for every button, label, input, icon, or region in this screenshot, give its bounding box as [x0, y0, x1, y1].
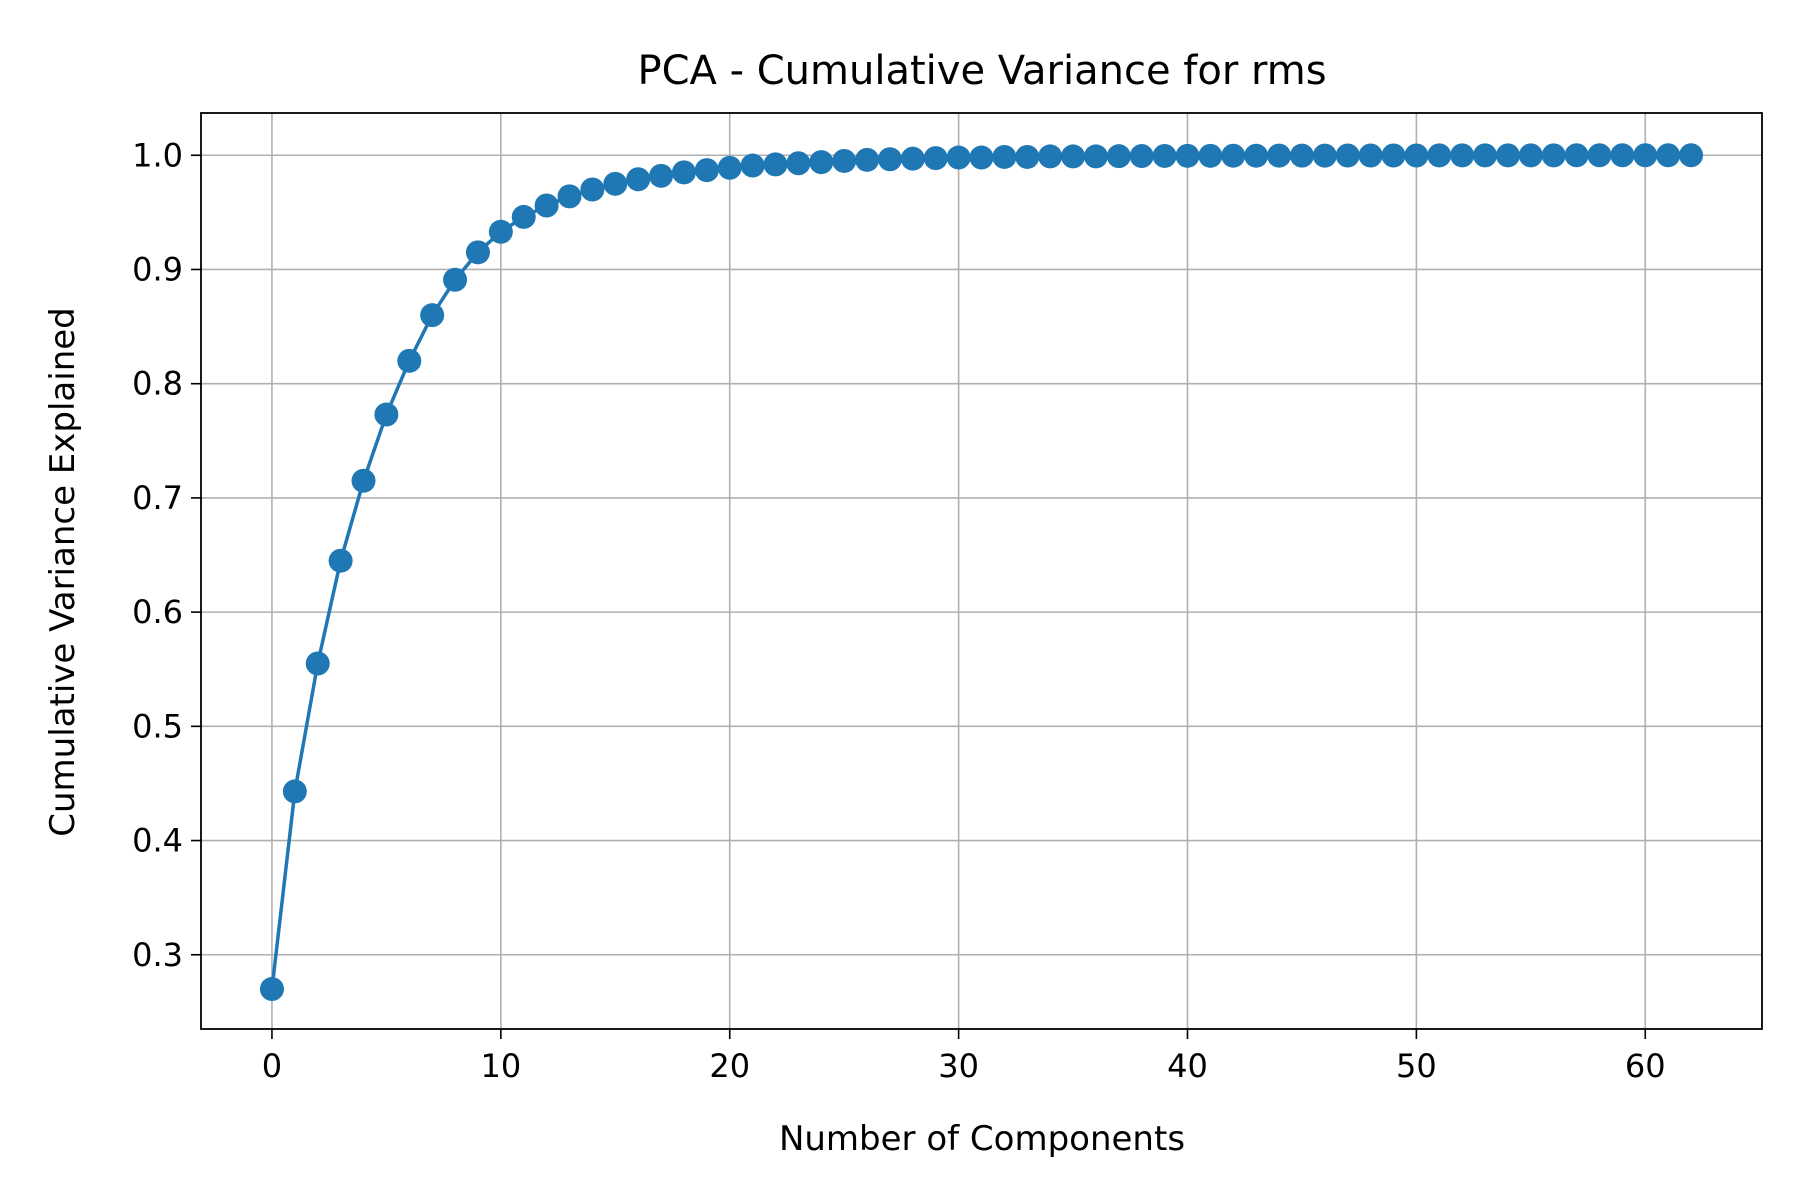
y-tick-label: 0.7 [132, 479, 183, 517]
data-point [832, 148, 857, 173]
data-point [1679, 143, 1704, 168]
data-point [649, 163, 674, 188]
x-tick-label: 60 [1625, 1047, 1666, 1085]
data-point [488, 219, 513, 244]
data-point [420, 303, 445, 328]
data-point [328, 548, 353, 573]
data-series [259, 143, 1704, 1002]
data-point [374, 402, 399, 427]
data-point [1152, 143, 1177, 168]
data-point [1404, 143, 1429, 168]
data-point [671, 160, 696, 185]
y-tick-label: 0.5 [132, 707, 183, 745]
x-tick-label: 20 [709, 1047, 750, 1085]
data-point [1633, 143, 1658, 168]
data-point [969, 145, 994, 170]
data-point [809, 150, 834, 175]
y-axis-label: Cumulative Variance Explained [43, 307, 83, 837]
x-tick-label: 50 [1396, 1047, 1437, 1085]
x-tick-label: 30 [938, 1047, 979, 1085]
data-point [1267, 143, 1292, 168]
data-point [1244, 143, 1269, 168]
data-point [1061, 144, 1086, 169]
data-point [465, 240, 490, 265]
plot-frame [200, 112, 1763, 1030]
data-point [1358, 143, 1383, 168]
grid-lines [201, 113, 1762, 1029]
data-point [1038, 144, 1063, 169]
data-point [1335, 143, 1360, 168]
data-point [1656, 143, 1681, 168]
y-axis-ticks: 0.3 0.4 0.5 0.6 0.7 0.8 0.9 1.0 [132, 136, 201, 974]
data-point [534, 193, 559, 218]
data-point [763, 152, 788, 177]
data-point [557, 184, 582, 209]
data-point [900, 146, 925, 171]
data-point [717, 155, 742, 180]
data-point [1587, 143, 1612, 168]
y-tick-label: 0.6 [132, 593, 183, 631]
y-tick-label: 1.0 [132, 136, 183, 174]
x-axis-label: Number of Components [779, 1119, 1185, 1159]
data-point [259, 977, 284, 1002]
data-point [1083, 144, 1108, 169]
data-point [1221, 143, 1246, 168]
data-point [855, 147, 880, 172]
data-point [1198, 143, 1223, 168]
data-point [1381, 143, 1406, 168]
data-point [282, 779, 307, 804]
y-tick-label: 0.8 [132, 365, 183, 403]
data-point [626, 167, 651, 192]
data-point [1175, 143, 1200, 168]
x-tick-label: 40 [1167, 1047, 1208, 1085]
x-axis-ticks: 0 10 20 30 40 50 60 [262, 1029, 1666, 1085]
data-point [351, 468, 376, 493]
data-point [580, 177, 605, 202]
data-point [1427, 143, 1452, 168]
data-point [1473, 143, 1498, 168]
data-point [740, 153, 765, 178]
chart-title: PCA - Cumulative Variance for rms [637, 48, 1326, 94]
data-point [786, 151, 811, 176]
data-point [1610, 143, 1635, 168]
data-point [1129, 144, 1154, 169]
data-point [1289, 143, 1314, 168]
data-point [603, 171, 628, 196]
data-point [1106, 144, 1131, 169]
data-point [397, 348, 422, 373]
x-tick-label: 0 [262, 1047, 282, 1085]
data-point [946, 145, 971, 170]
data-point [923, 146, 948, 171]
data-point [1541, 143, 1566, 168]
data-point [1450, 143, 1475, 168]
data-point [443, 267, 468, 292]
data-point [305, 651, 330, 676]
x-tick-label: 10 [480, 1047, 521, 1085]
y-tick-label: 0.4 [132, 822, 183, 860]
y-tick-label: 0.3 [132, 936, 183, 974]
data-point [1312, 143, 1337, 168]
data-point [1518, 143, 1543, 168]
data-point [877, 147, 902, 172]
data-point [992, 144, 1017, 169]
data-point [1564, 143, 1589, 168]
y-tick-label: 0.9 [132, 250, 183, 288]
data-point [694, 158, 719, 183]
data-point [511, 204, 536, 229]
data-point [1495, 143, 1520, 168]
data-point [1015, 144, 1040, 169]
